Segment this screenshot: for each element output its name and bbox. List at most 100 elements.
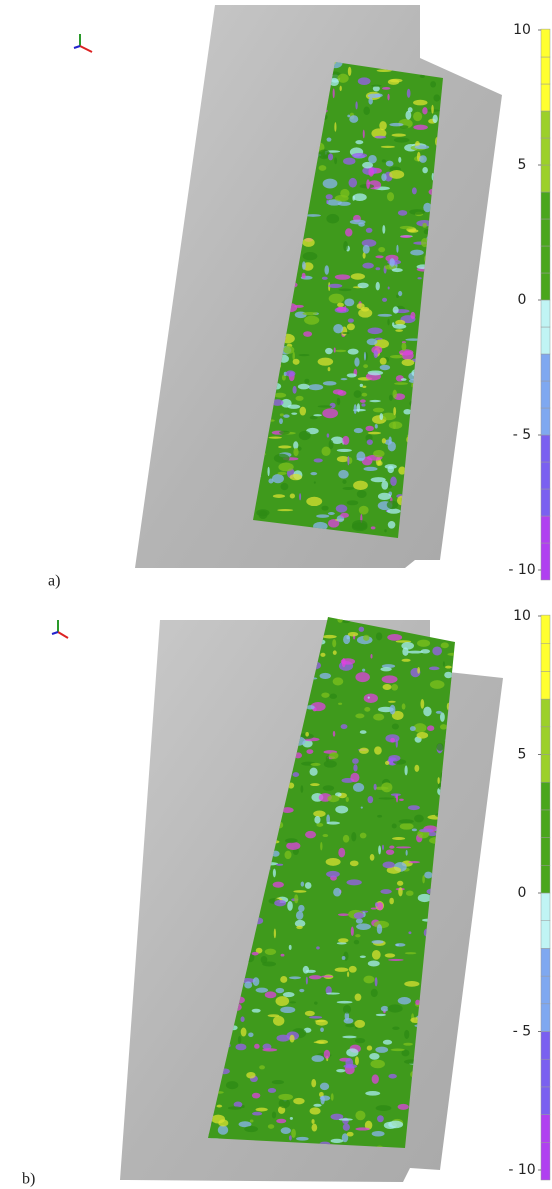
texture	[352, 153, 367, 158]
colorbar-step	[541, 921, 550, 949]
texture	[273, 869, 276, 878]
texture	[388, 1074, 396, 1079]
colorbar-step	[541, 755, 550, 783]
texture	[240, 1016, 244, 1022]
texture	[378, 247, 385, 252]
texture	[311, 1119, 314, 1124]
texture	[316, 946, 320, 949]
texture	[349, 115, 358, 123]
texture	[399, 819, 414, 823]
texture	[347, 1132, 354, 1137]
colorbar-step	[541, 976, 550, 1004]
texture	[320, 1027, 324, 1032]
texture	[454, 1099, 467, 1108]
texture	[393, 407, 396, 415]
texture	[334, 122, 336, 132]
texture	[274, 454, 290, 463]
texture	[265, 949, 276, 955]
texture	[285, 851, 292, 860]
texture	[375, 255, 383, 258]
texture	[366, 228, 373, 233]
texture	[278, 445, 291, 448]
texture	[350, 860, 359, 866]
texture	[440, 712, 445, 722]
texture	[404, 765, 407, 775]
texture	[335, 350, 346, 352]
texture	[389, 395, 393, 401]
texture	[326, 194, 333, 199]
texture	[283, 346, 294, 354]
texture	[355, 1038, 365, 1043]
texture	[341, 613, 351, 619]
texture	[375, 267, 380, 270]
texture	[259, 510, 268, 519]
texture	[384, 529, 387, 532]
texture	[310, 768, 318, 776]
texture	[306, 497, 322, 506]
texture	[329, 694, 337, 699]
texture	[241, 1028, 247, 1037]
texture	[254, 1044, 260, 1049]
texture	[342, 332, 350, 334]
texture	[376, 632, 382, 640]
texture	[444, 672, 452, 678]
tick-label: 5	[518, 157, 527, 173]
texture	[283, 992, 295, 997]
texture	[293, 386, 297, 394]
colorbar-step	[541, 327, 550, 354]
texture	[422, 223, 427, 228]
texture	[345, 1023, 355, 1027]
texture	[377, 1115, 384, 1122]
texture	[410, 726, 416, 731]
texture	[375, 902, 378, 907]
texture	[437, 777, 439, 784]
texture	[388, 521, 396, 529]
texture	[371, 907, 377, 909]
colorbar-step	[541, 273, 550, 300]
texture	[318, 405, 332, 407]
texture	[390, 355, 403, 358]
texture	[362, 386, 366, 388]
texture	[374, 784, 377, 790]
texture	[389, 421, 402, 429]
texture	[402, 359, 415, 366]
texture	[363, 635, 369, 641]
texture	[359, 748, 369, 754]
texture	[408, 805, 420, 810]
texture	[401, 659, 410, 662]
texture	[381, 146, 395, 148]
texture	[387, 94, 389, 101]
texture	[376, 1014, 386, 1016]
texture	[235, 1044, 246, 1051]
texture	[343, 1124, 350, 1131]
texture	[418, 894, 432, 902]
texture	[396, 245, 398, 253]
texture	[393, 324, 406, 329]
texture	[439, 618, 444, 621]
colorbar-step	[541, 381, 550, 408]
texture	[244, 981, 252, 988]
texture	[350, 773, 359, 783]
colorbar-step	[541, 192, 550, 219]
texture	[422, 167, 428, 173]
texture	[323, 785, 334, 791]
texture	[272, 1111, 276, 1118]
texture	[378, 314, 393, 317]
texture	[318, 358, 334, 366]
texture	[407, 89, 411, 98]
texture	[395, 943, 406, 947]
texture	[300, 407, 307, 416]
texture	[276, 1119, 286, 1123]
texture	[302, 238, 314, 247]
texture	[398, 887, 402, 896]
texture	[419, 829, 433, 833]
texture	[287, 901, 293, 911]
texture	[450, 1145, 462, 1149]
texture	[283, 414, 289, 417]
texture	[338, 202, 351, 206]
texture	[364, 707, 370, 712]
texture	[433, 115, 438, 123]
texture	[244, 1126, 258, 1132]
texture	[335, 968, 349, 972]
texture	[424, 872, 432, 879]
